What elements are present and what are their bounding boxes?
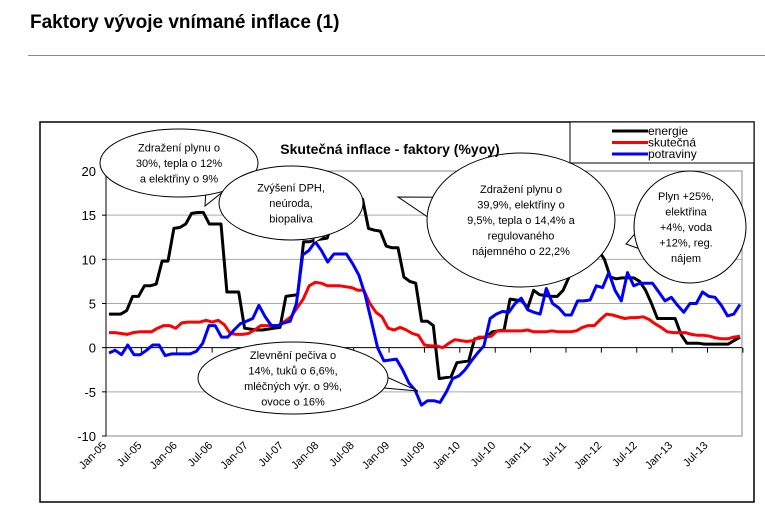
legend-label: skutečná — [648, 136, 696, 150]
annotation-callout: Zvýšení DPH, neúroda, biopaliva — [218, 165, 364, 244]
x-tick-label: Jul-06 — [186, 440, 216, 470]
annotation-text: nájemného o 22,2% — [472, 246, 570, 258]
legend-label: energie — [648, 124, 688, 138]
chart-frame — [39, 121, 755, 503]
annotation-callout: Zdražení plynu o 39,9%, elektřiny o 9,5%, … — [396, 152, 616, 288]
x-tick-label: Jan-12 — [572, 440, 604, 472]
legend-label: potraviny — [648, 147, 697, 161]
chart-title: Skutečná inflace - faktory (%yoy) — [280, 141, 499, 157]
x-tick-label: Jan-08 — [289, 440, 321, 472]
page-title: Faktory vývoje vnímané inflace (1) — [30, 12, 340, 33]
annotation-text: +12%, reg. — [659, 238, 713, 250]
annotation-text: regulovaného — [488, 231, 555, 243]
x-tick-label: Jul-09 — [398, 440, 428, 470]
x-tick-label: Jan-09 — [360, 440, 392, 472]
annotation-text: Plyn +25%, — [658, 191, 714, 203]
y-tick-label: 15 — [82, 208, 96, 223]
annotation-text: a elektřiny o 9% — [140, 174, 218, 186]
y-tick-label: 20 — [82, 164, 96, 179]
x-tick-label: Jul-07 — [256, 440, 286, 470]
series-line-potraviny — [108, 240, 742, 407]
x-tick-label: Jul-05 — [115, 440, 145, 470]
x-tick-label: Jul-08 — [327, 440, 357, 470]
annotation-text: elektřina — [665, 207, 707, 219]
x-tick-label: Jan-07 — [218, 440, 250, 472]
annotation-text: 39,9%, elektřiny o — [477, 200, 564, 212]
y-tick-label: -5 — [84, 385, 96, 400]
annotation-text: mléčných výr. o 9%, — [244, 381, 342, 393]
x-tick-label: Jul-10 — [469, 440, 499, 470]
annotation-text: Zlevnění pečiva o — [250, 350, 336, 362]
annotation-text: biopaliva — [269, 214, 313, 226]
x-tick-label: Jan-11 — [502, 440, 534, 472]
annotation-callout: Zdražení plynu o 30%, tepla o 12% a elektř… — [99, 128, 259, 208]
x-tick-label: Jul-11 — [540, 440, 569, 469]
annotation-text: +4%, voda — [660, 222, 713, 234]
x-tick-label: Jan-13 — [643, 440, 675, 472]
y-tick-label: 0 — [89, 341, 96, 356]
y-tick-label: 10 — [82, 252, 96, 267]
x-tick-label: Jan-06 — [148, 440, 180, 472]
annotation-callout: Plyn +25%, elektřina +4%, voda +12%, reg. ná… — [625, 170, 747, 284]
annotation-text: ovoce o 16% — [261, 396, 325, 408]
annotation-text: Zvýšení DPH, — [257, 183, 325, 195]
annotation-text: nájem — [671, 253, 701, 265]
title-divider — [28, 55, 765, 56]
annotation-text: 30%, tepla o 12% — [136, 158, 222, 170]
x-tick-label: Jul-12 — [610, 440, 640, 470]
x-tick-label: Jul-13 — [681, 440, 711, 470]
annotation-text: 9,5%, tepla o 14,4% a — [467, 215, 576, 227]
series-line-energie — [109, 197, 741, 381]
x-tick-label: Jan-05 — [77, 440, 109, 472]
annotation-text: Zdražení plynu o — [480, 184, 562, 196]
x-tick-label: Jan-10 — [431, 440, 463, 472]
annotation-text: Zdražení plynu o — [138, 143, 220, 155]
y-tick-label: 5 — [89, 297, 96, 312]
annotation-callout: Zlevnění pečiva o 14%, tuků o 6,6%, mléčný… — [197, 341, 419, 415]
annotation-text: neúroda, — [269, 198, 312, 210]
y-tick-label: -10 — [77, 429, 96, 444]
series-line-skutečná — [109, 280, 741, 350]
annotation-text: 14%, tuků o 6,6%, — [248, 365, 337, 377]
